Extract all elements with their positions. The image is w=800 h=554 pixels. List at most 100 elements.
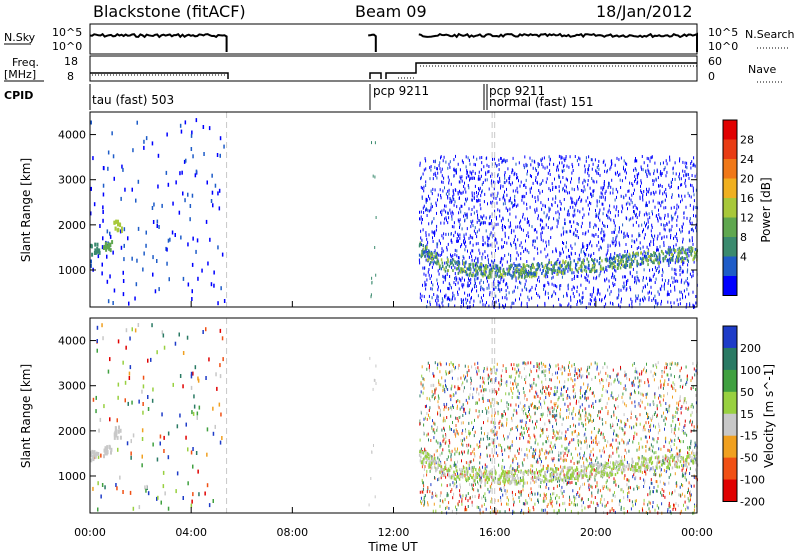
scatter-point — [432, 187, 434, 191]
scatter-point — [634, 391, 636, 395]
scatter-point — [589, 365, 591, 369]
scatter-point — [458, 211, 460, 215]
scatter-point — [638, 510, 640, 513]
scatter-point — [574, 213, 576, 217]
scatter-point — [639, 241, 641, 245]
scatter-point — [578, 495, 580, 498]
band-point — [483, 270, 486, 274]
scatter-point — [528, 223, 530, 227]
scatter-point — [623, 159, 625, 163]
scatter-point — [589, 201, 590, 205]
scatter-point — [675, 433, 676, 437]
scatter-point — [646, 213, 648, 217]
scatter-point — [471, 198, 473, 202]
echo-point — [118, 425, 120, 430]
scatter-point — [442, 189, 444, 193]
scatter-point — [678, 376, 680, 380]
scatter-point — [487, 239, 489, 243]
scatter-point — [448, 444, 450, 448]
scatter-point — [531, 159, 533, 163]
scatter-point — [421, 238, 423, 242]
scatter-point — [680, 230, 682, 234]
scatter-point — [639, 197, 641, 201]
scatter-point — [592, 402, 594, 406]
scatter-point — [650, 278, 652, 282]
scatter-point — [526, 207, 528, 211]
scatter-point — [557, 472, 559, 476]
scatter-point — [484, 241, 486, 245]
scatter-point — [550, 441, 552, 445]
band-point — [647, 255, 650, 259]
scatter-point — [564, 222, 566, 226]
scatter-point — [612, 242, 614, 246]
scatter-point — [486, 163, 488, 167]
scatter-point — [604, 439, 606, 442]
scatter-point — [659, 216, 661, 220]
scatter-point — [542, 203, 544, 207]
scatter-point — [532, 448, 534, 452]
scatter-point — [563, 454, 565, 458]
scatter-point — [675, 268, 677, 272]
scatter-point — [202, 330, 204, 334]
band-point — [529, 271, 531, 275]
scatter-point — [597, 288, 599, 292]
scatter-point — [688, 176, 690, 180]
band-point — [541, 272, 543, 275]
scatter-point — [213, 270, 215, 275]
scatter-point — [469, 162, 471, 166]
scatter-point — [508, 375, 510, 379]
scatter-point — [695, 226, 697, 230]
scatter-point — [692, 269, 694, 273]
scatter-point — [664, 228, 666, 232]
scatter-point — [626, 232, 628, 236]
scatter-point — [423, 502, 425, 506]
scatter-point — [102, 205, 104, 210]
scatter-point — [459, 207, 461, 211]
scatter-point — [535, 460, 537, 464]
band-point — [564, 269, 566, 273]
scatter-point — [534, 196, 536, 200]
scatter-point — [660, 395, 662, 399]
scatter-point — [589, 456, 591, 460]
scatter-point — [219, 136, 222, 141]
scatter-point — [592, 288, 594, 292]
scatter-point — [489, 222, 491, 226]
echo-point — [113, 435, 116, 440]
scatter-point — [537, 165, 539, 169]
scatter-point — [425, 180, 427, 184]
scatter-point — [676, 401, 678, 405]
scatter-point — [421, 499, 423, 503]
scatter-point — [602, 422, 604, 426]
scatter-point — [490, 181, 492, 185]
scatter-point — [545, 275, 547, 279]
scatter-point — [505, 206, 507, 210]
scatter-point — [420, 382, 422, 386]
scatter-point — [622, 428, 624, 432]
scatter-point — [681, 194, 683, 198]
scatter-point — [455, 400, 457, 404]
scatter-point — [446, 484, 448, 488]
scatter-point — [480, 476, 482, 480]
scatter-point — [468, 429, 470, 433]
scatter-point — [441, 250, 443, 254]
scatter-point — [616, 195, 617, 199]
scatter-point — [479, 444, 481, 448]
scatter-point — [124, 187, 126, 192]
scatter-point — [663, 241, 665, 245]
scatter-point — [645, 421, 647, 425]
scatter-point — [650, 255, 652, 259]
scatter-point — [541, 380, 543, 384]
scatter-point — [598, 159, 600, 163]
scatter-point — [657, 431, 659, 435]
echo-point — [118, 222, 121, 227]
scatter-point — [164, 491, 166, 496]
scatter-point — [452, 212, 454, 216]
scatter-point — [562, 494, 564, 498]
scatter-point — [482, 287, 484, 291]
band-point — [513, 271, 516, 275]
scatter-point — [555, 211, 557, 215]
scatter-point — [454, 304, 456, 308]
scatter-point — [573, 423, 575, 427]
scatter-point — [427, 300, 428, 304]
scatter-point — [537, 442, 539, 446]
